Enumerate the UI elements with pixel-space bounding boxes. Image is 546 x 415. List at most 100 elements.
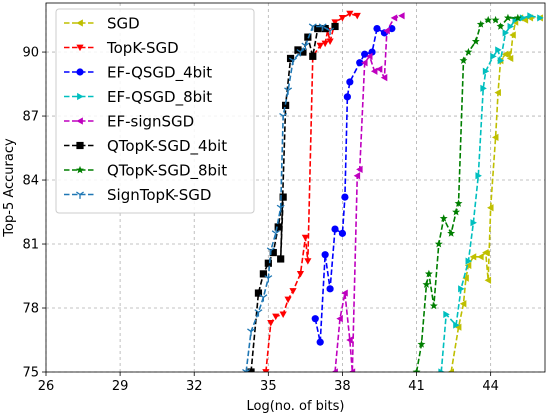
- data-point: [495, 46, 502, 54]
- legend-entry: QTopK-SGD_4bit: [64, 137, 227, 156]
- data-point: [482, 248, 489, 257]
- data-point: [308, 23, 317, 31]
- x-tick-label: 29: [112, 379, 129, 394]
- data-point: [484, 276, 492, 284]
- y-tick-label: 75: [22, 366, 39, 381]
- data-point: [331, 22, 339, 31]
- data-point: [326, 38, 334, 45]
- data-point: [459, 300, 467, 308]
- data-point: [353, 12, 361, 20]
- data-point: [443, 310, 450, 319]
- data-point: [507, 22, 515, 31]
- data-point: [459, 56, 468, 64]
- data-point: [259, 270, 267, 278]
- series-line: [450, 16, 541, 372]
- data-point: [439, 214, 448, 222]
- data-point: [247, 328, 256, 336]
- data-point: [464, 47, 473, 56]
- legend-marker: [76, 68, 84, 76]
- data-point: [484, 15, 493, 24]
- series-topk-sgd: [262, 10, 361, 372]
- series-line: [314, 27, 393, 343]
- data-point: [274, 223, 282, 231]
- legend-entry: EF-QSGD_4bit: [64, 64, 212, 83]
- series-line: [265, 12, 358, 372]
- legend-marker: [76, 19, 83, 27]
- data-point: [356, 59, 364, 67]
- data-point: [311, 315, 319, 323]
- data-point: [331, 368, 338, 372]
- x-axis-title: Log(no. of bits): [247, 399, 345, 414]
- legend-entry: SGD: [64, 15, 140, 33]
- data-point: [346, 10, 354, 18]
- data-point: [316, 338, 324, 346]
- data-point: [380, 74, 388, 82]
- data-point: [452, 207, 461, 216]
- data-point: [343, 93, 351, 101]
- legend-entry: EF-signSGD: [64, 113, 194, 131]
- data-point: [537, 14, 544, 22]
- data-point: [289, 288, 297, 295]
- data-point: [341, 193, 349, 201]
- data-point: [447, 368, 455, 372]
- data-point: [318, 23, 327, 31]
- data-point: [279, 193, 287, 201]
- y-axis-title: Top-5 Accuracy: [2, 138, 17, 238]
- legend-label: EF-QSGD_8bit: [107, 88, 212, 107]
- x-tick-label: 44: [482, 379, 499, 394]
- data-point: [247, 368, 255, 372]
- data-point: [356, 165, 363, 173]
- series-sgd: [447, 14, 543, 372]
- legend-label: EF-QSGD_4bit: [107, 64, 212, 83]
- data-point: [304, 258, 312, 265]
- data-point: [336, 315, 343, 323]
- data-point: [282, 101, 290, 109]
- series-signtopk-sgd: [242, 23, 335, 372]
- data-point: [301, 234, 309, 242]
- y-tick-label: 87: [22, 110, 39, 125]
- data-point: [277, 255, 285, 263]
- series-ef-signsgd: [331, 12, 405, 372]
- data-point: [497, 56, 505, 65]
- data-point: [338, 229, 347, 237]
- x-tick-label: 41: [408, 379, 425, 394]
- data-point: [264, 259, 272, 267]
- data-point: [429, 301, 438, 310]
- data-point: [390, 14, 398, 22]
- data-point: [475, 172, 482, 180]
- y-tick-label: 90: [22, 46, 39, 61]
- legend-label: TopK-SGD: [106, 39, 179, 57]
- data-point: [254, 289, 263, 297]
- legend-marker: [76, 191, 84, 199]
- legend: SGD TopK-SGD EF-QSGD_4bit EF-QSGD_8bit EF-si…: [55, 8, 255, 214]
- series-line: [245, 25, 331, 372]
- data-point: [504, 13, 512, 22]
- data-point: [321, 251, 329, 259]
- series-qtopk-sgd-8bit: [412, 13, 522, 372]
- data-point: [487, 204, 494, 212]
- data-point: [366, 52, 373, 60]
- data-point: [348, 368, 356, 372]
- y-tick-label: 78: [22, 302, 39, 317]
- series-line: [250, 25, 336, 372]
- data-point: [262, 369, 270, 372]
- data-point: [299, 48, 307, 56]
- x-tick-label: 32: [186, 379, 203, 394]
- data-point: [316, 42, 324, 50]
- data-point: [447, 229, 456, 237]
- data-point: [296, 49, 305, 57]
- data-point: [321, 40, 329, 48]
- axes-border: [45, 2, 546, 373]
- data-point: [519, 14, 527, 22]
- data-point: [469, 253, 477, 261]
- data-point: [470, 219, 477, 227]
- data-point: [490, 52, 497, 60]
- data-point: [259, 294, 268, 302]
- legend-marker: [76, 117, 83, 125]
- data-point: [326, 285, 334, 293]
- data-point: [314, 24, 322, 33]
- data-point: [338, 15, 347, 22]
- data-point: [373, 24, 381, 33]
- data-point: [465, 257, 473, 265]
